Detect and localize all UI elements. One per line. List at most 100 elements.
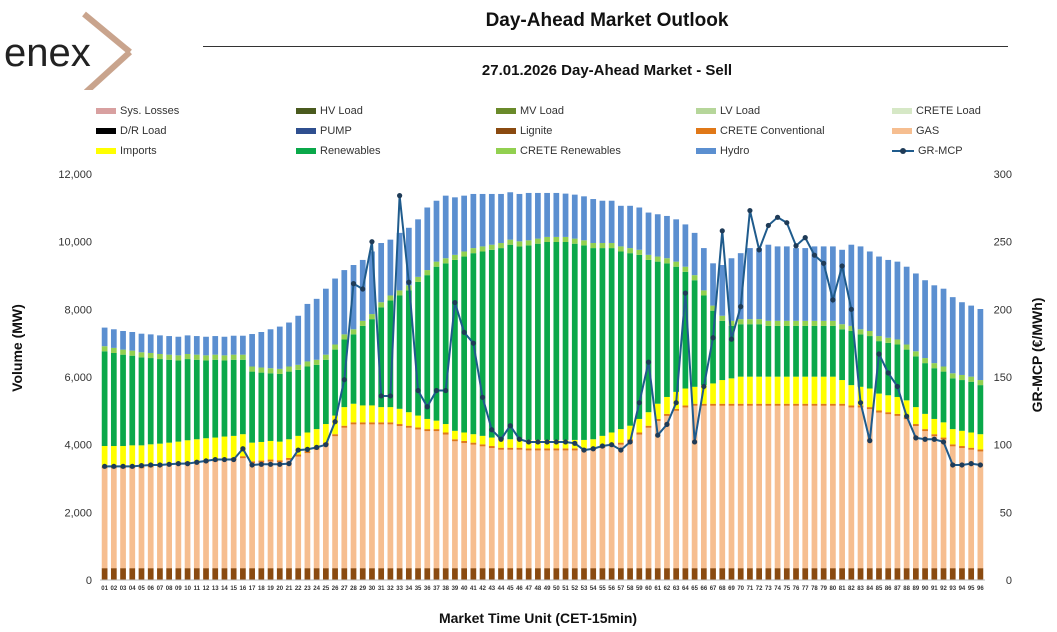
bar-segment	[968, 449, 975, 569]
gr-mcp-point	[111, 463, 117, 469]
bar-segment	[922, 280, 928, 359]
legend-swatch	[96, 148, 116, 154]
bar-segment	[636, 207, 643, 250]
legend-swatch	[892, 128, 912, 134]
bar-segment	[968, 568, 975, 580]
bar-segment	[664, 215, 670, 259]
x-tick-label: 46	[516, 586, 523, 592]
bar-segment	[876, 410, 882, 413]
bar-segment	[240, 456, 246, 459]
bar-segment	[931, 436, 938, 569]
bar-segment	[599, 200, 606, 244]
bar-segment	[581, 245, 587, 440]
bar-segment	[903, 349, 910, 401]
x-tick-label: 26	[332, 586, 339, 592]
bar-segment	[737, 324, 744, 377]
bar-segment	[323, 288, 329, 355]
bar-segment	[332, 436, 338, 569]
gr-mcp-point	[581, 447, 587, 453]
bar-segment	[359, 568, 366, 580]
bar-segment	[479, 444, 486, 447]
bar-segment	[940, 439, 947, 569]
bar-segment	[922, 568, 928, 580]
bar-segment	[949, 297, 956, 374]
bar-segment	[848, 244, 855, 326]
bar-segment	[756, 248, 762, 320]
legend-swatch	[496, 108, 516, 114]
bar-segment	[774, 405, 781, 569]
bar-segment	[313, 568, 320, 580]
bar-segment	[756, 405, 762, 569]
x-tick-label: 88	[903, 586, 910, 592]
bar-segment	[783, 568, 790, 580]
bar-segment	[608, 248, 615, 433]
bar-segment	[654, 261, 661, 404]
bar-segment	[654, 420, 661, 569]
bar-segment	[756, 403, 762, 406]
bar-segment	[645, 212, 652, 255]
bar-segment	[654, 214, 661, 257]
bar-segment	[424, 568, 431, 580]
x-axis-label: Market Time Unit (CET-15min)	[439, 610, 637, 626]
bar-segment	[258, 460, 265, 463]
x-tick-label: 94	[959, 586, 966, 592]
bar-segment	[774, 325, 781, 377]
x-tick-label: 18	[258, 586, 265, 592]
x-tick-label: 66	[700, 586, 707, 592]
legend-item: CRETE Conventional	[696, 122, 825, 140]
bar-segment	[138, 352, 145, 358]
bar-segment	[129, 568, 136, 580]
bar-segment	[682, 568, 689, 580]
x-tick-label: 57	[618, 586, 625, 592]
gr-mcp-point	[627, 439, 633, 445]
x-tick-label: 11	[194, 586, 201, 592]
gr-mcp-point	[710, 335, 716, 341]
x-tick-label: 73	[765, 586, 772, 592]
legend-label: LV Load	[720, 105, 761, 117]
bar-segment	[230, 459, 237, 569]
bar-segment	[507, 568, 514, 580]
bar-segment	[433, 266, 440, 421]
bar-segment	[138, 333, 145, 353]
bar-segment	[405, 568, 412, 580]
bar-segment	[673, 266, 680, 392]
legend-item: D/R Load	[96, 122, 166, 140]
bar-segment	[802, 403, 809, 406]
x-tick-label: 56	[608, 586, 615, 592]
x-tick-label: 37	[433, 586, 440, 592]
bar-segment	[498, 193, 504, 244]
gr-mcp-point	[977, 462, 983, 468]
x-tick-label: 30	[369, 586, 376, 592]
bar-segment	[885, 259, 892, 338]
bar-segment	[461, 432, 467, 441]
bar-segment	[461, 442, 467, 569]
bar-segment	[571, 448, 578, 451]
bar-segment	[323, 359, 329, 425]
gr-mcp-point	[415, 387, 421, 394]
x-tick-label: 74	[774, 586, 781, 592]
bar-segment	[387, 239, 394, 296]
bar-segment	[940, 422, 947, 438]
gr-mcp-point	[811, 252, 818, 258]
bar-segment	[848, 330, 855, 386]
bar-segment	[544, 192, 550, 237]
bar-segment	[922, 429, 928, 432]
y-tick-label: 12,000	[58, 169, 92, 181]
bar-segment	[774, 320, 781, 326]
bar-segment	[894, 413, 901, 416]
bar-segment	[691, 275, 698, 281]
bar-segment	[682, 405, 689, 408]
bar-segment	[479, 446, 486, 569]
bar-segment	[203, 462, 209, 569]
x-tick-label: 02	[110, 586, 117, 592]
legend-swatch	[296, 148, 316, 154]
bar-segment	[627, 568, 633, 580]
bar-segment	[405, 290, 412, 413]
bar-segment	[313, 359, 320, 365]
bar-segment	[341, 270, 348, 335]
bar-segment	[811, 403, 818, 406]
bar-segment	[488, 437, 495, 447]
bar-segment	[267, 568, 274, 580]
bar-segment	[166, 354, 172, 360]
bar-segment	[968, 381, 975, 433]
